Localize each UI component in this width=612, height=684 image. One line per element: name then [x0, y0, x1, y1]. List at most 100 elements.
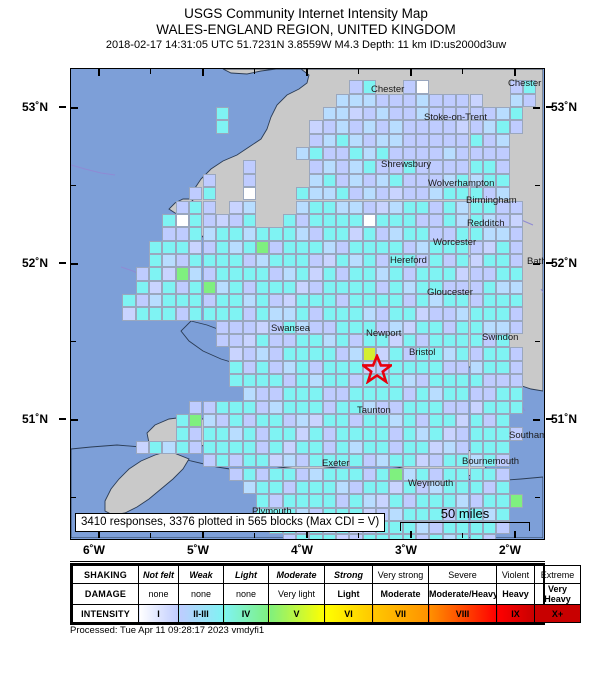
intensity-block: [309, 200, 323, 214]
intensity-block: [269, 334, 283, 348]
intensity-block: [496, 307, 510, 321]
intensity-block: [215, 227, 230, 241]
intensity-block: [389, 507, 403, 521]
intensity-block: [242, 400, 256, 415]
intensity-block: [442, 253, 457, 268]
intensity-block: [402, 200, 417, 214]
intensity-block: [295, 494, 310, 508]
intensity-block: [416, 320, 430, 334]
intensity-block: [202, 187, 216, 201]
city-label: Bath: [527, 256, 545, 267]
intensity-block: [402, 520, 417, 535]
legend-cell: Moderate/Heavy: [428, 583, 497, 605]
intensity-block: [496, 267, 510, 281]
intensity-block: [402, 240, 417, 254]
legend-cell: Not felt: [138, 565, 179, 584]
intensity-block: [202, 253, 216, 268]
intensity-block: [215, 240, 230, 254]
intensity-block: [349, 147, 363, 161]
intensity-block: [162, 440, 176, 455]
intensity-block: [202, 454, 216, 468]
intensity-block: [456, 133, 470, 148]
intensity-block: [282, 427, 296, 441]
intensity-block: [282, 213, 296, 228]
legend-intensity-cell: VI: [324, 604, 373, 623]
intensity-block: [309, 320, 323, 334]
city-label: Taunton: [357, 405, 391, 416]
intensity-block: [496, 360, 510, 375]
intensity-block: [402, 280, 417, 294]
legend-intensity-cell: II-III: [178, 604, 224, 623]
intensity-block: [349, 454, 363, 468]
intensity-map[interactable]: Chester Chester Stoke-on-Trent Shrewsbury Wo…: [70, 68, 545, 540]
legend-intensity-cell: IX: [496, 604, 535, 623]
intensity-block: [255, 293, 270, 308]
intensity-block: [336, 454, 350, 468]
legend-row-header: INTENSITY: [72, 604, 139, 623]
intensity-block: [456, 227, 470, 241]
intensity-block: [522, 93, 537, 108]
intensity-block: [509, 240, 523, 254]
intensity-block: [429, 347, 443, 361]
scale-bar-label: 50 miles: [440, 506, 490, 521]
intensity-block: [336, 387, 350, 401]
city-label: Swindon: [482, 332, 519, 343]
intensity-block: [469, 454, 483, 468]
legend-row-header: DAMAGE: [72, 583, 139, 605]
intensity-block: [269, 240, 283, 254]
intensity-block: [442, 307, 457, 321]
intensity-block: [322, 400, 336, 415]
intensity-block: [429, 480, 443, 495]
intensity-block: [442, 427, 457, 441]
intensity-block: [429, 133, 443, 148]
intensity-block: [402, 213, 417, 228]
graticule-tick: [98, 69, 100, 76]
intensity-block: [295, 454, 310, 468]
intensity-block: [429, 160, 443, 174]
intensity-block: [282, 360, 296, 375]
intensity-block: [162, 213, 176, 228]
intensity-block: [389, 374, 403, 388]
intensity-block: [482, 387, 497, 401]
intensity-block: [429, 293, 443, 308]
intensity-block: [255, 307, 270, 321]
longitude-tick-label: 6˚W: [83, 543, 105, 557]
intensity-block: [322, 347, 336, 361]
intensity-block: [282, 374, 296, 388]
intensity-block: [456, 494, 470, 508]
legend-cell: Severe: [428, 565, 497, 584]
intensity-block: [389, 253, 403, 268]
intensity-block: [255, 427, 270, 441]
city-label: Chester: [371, 84, 405, 95]
intensity-block: [456, 200, 470, 214]
intensity-block: [376, 253, 390, 268]
legend-cell: Weak: [178, 565, 224, 584]
intensity-block: [429, 534, 443, 539]
intensity-block: [282, 494, 296, 508]
intensity-block: [282, 280, 296, 294]
intensity-block: [469, 307, 483, 321]
intensity-block: [442, 347, 457, 361]
intensity-block: [229, 374, 243, 388]
intensity-block: [269, 387, 283, 401]
intensity-block: [336, 107, 350, 121]
intensity-block: [389, 534, 403, 539]
intensity-block: [322, 454, 336, 468]
intensity-block: [309, 414, 323, 428]
intensity-block: [336, 360, 350, 375]
legend-cell: Light: [324, 583, 373, 605]
intensity-block: [362, 454, 377, 468]
intensity-block: [429, 187, 443, 201]
intensity-block: [456, 107, 470, 121]
intensity-block: [336, 427, 350, 441]
intensity-block: [456, 427, 470, 441]
graticule-tick: [71, 419, 78, 421]
intensity-block: [322, 467, 336, 481]
intensity-block: [482, 520, 497, 535]
intensity-block: [376, 440, 390, 455]
intensity-block: [269, 253, 283, 268]
intensity-block: [229, 360, 243, 375]
intensity-block: [349, 93, 363, 108]
intensity-block: [322, 440, 336, 455]
intensity-block: [389, 454, 403, 468]
